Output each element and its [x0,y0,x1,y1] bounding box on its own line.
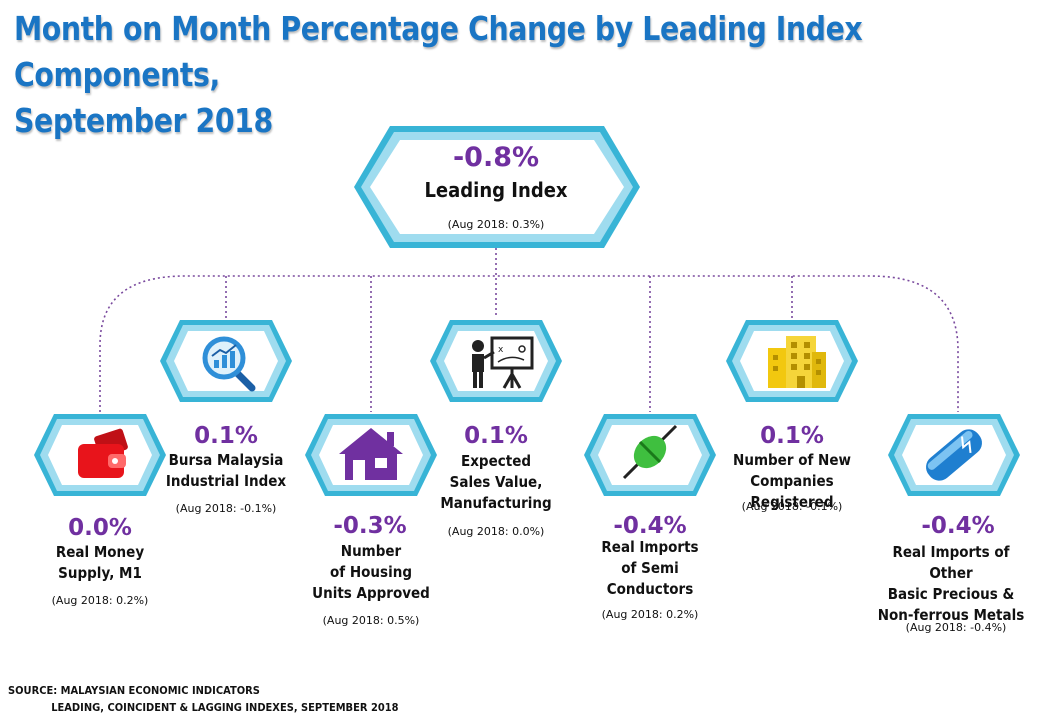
component-0-prev: (Aug 2018: 0.2%) [51,594,149,607]
component-6-label: Real Imports of Other Basic Precious & Non… [877,543,1025,624]
source-line-2: LEADING, COINCIDENT & LAGGING INDEXES, S… [51,701,399,714]
component-4-value: -0.4% [613,513,687,539]
bursa-hexagon [160,320,292,402]
metals-hexagon [888,414,1020,496]
metal-bar-icon [926,429,982,481]
leading-index-hexagon [354,126,640,248]
component-5-value: 0.1% [760,423,824,449]
wallet-icon [78,428,128,478]
component-2-prev: (Aug 2018: 0.5%) [322,614,420,627]
component-1-prev: (Aug 2018: -0.1%) [175,502,277,515]
component-2-label: Number of Housing Units Approved [312,542,430,602]
component-5-label: Number of New Companies Registered [733,451,851,511]
page-title: Month on Month Percentage Change by Lead… [14,6,883,144]
component-1-value: 0.1% [194,423,258,449]
component-0-value: 0.0% [68,515,132,541]
component-3-label: Expected Sales Value, Manufacturing [440,452,552,512]
component-4-label: Real Imports of Semi Conductors [601,538,699,598]
component-4-prev: (Aug 2018: 0.2%) [601,608,699,621]
title-line-2: September 2018 [14,101,273,140]
component-1-label: Bursa Malaysia Industrial Index [165,451,287,490]
source-note: SOURCE: MALAYSIAN ECONOMIC INDICATORS LE… [8,682,399,716]
magnifier-chart-icon [202,336,256,392]
svg-text:x: x [498,345,504,355]
housing-hexagon [305,414,437,496]
component-2-value: -0.3% [333,513,407,539]
presentation-board-icon: x [472,336,534,389]
house-icon [339,428,403,480]
source-line-1: SOURCE: MALAYSIAN ECONOMIC INDICATORS [8,684,260,697]
office-building-icon [768,336,826,388]
component-6-value: -0.4% [921,513,995,539]
money-supply-hexagon [34,414,166,496]
component-6-prev: (Aug 2018: -0.4%) [905,621,1007,634]
component-3-value: 0.1% [464,423,528,449]
component-0-label: Real Money Supply, M1 [55,543,145,582]
title-line-1: Month on Month Percentage Change by Lead… [14,9,863,94]
semiconductor-icon [622,424,678,480]
companies-hexagon [726,320,858,402]
component-3-prev: (Aug 2018: 0.0%) [447,525,545,538]
sales-hexagon: x [430,320,562,402]
leading-index-prev: (Aug 2018: 0.3%) [447,218,545,231]
leading-index-label: Leading Index [424,178,568,202]
leading-index-value: -0.8% [452,142,540,173]
semiconductor-hexagon [584,414,716,496]
component-5-prev: (Aug 2018: -0.1%) [741,500,843,513]
